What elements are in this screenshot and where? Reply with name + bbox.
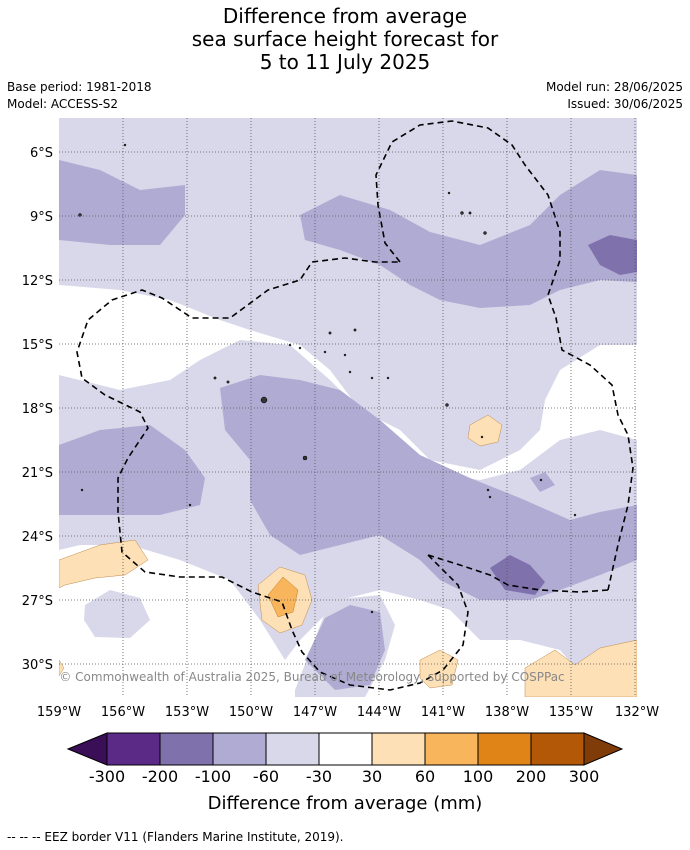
title-line-2: sea surface height forecast for — [191, 27, 499, 51]
issued-text: Issued: 30/06/2025 — [567, 97, 683, 111]
lat-label: 24°S — [22, 530, 53, 545]
ssh-contour-medium — [530, 472, 555, 492]
lon-label: 156°W — [101, 705, 145, 720]
colorbar-segment — [477, 732, 532, 766]
colorbar-segment — [66, 732, 108, 766]
ssh-contour-dark — [588, 235, 637, 275]
lat-label: 18°S — [22, 402, 53, 417]
gridlines — [59, 118, 637, 697]
colorbar-tick-label: 300 — [569, 767, 600, 786]
lon-label: 141°W — [421, 705, 465, 720]
lat-label: 30°S — [22, 658, 53, 673]
colorbar-segment — [583, 732, 624, 766]
lat-label: 21°S — [22, 466, 53, 481]
lon-label: 138°W — [485, 705, 529, 720]
ssh-contour-positive — [59, 539, 149, 589]
title-line-1: Difference from average — [222, 4, 468, 28]
lon-label: 132°W — [615, 705, 659, 720]
eez-borders — [76, 120, 634, 691]
ssh-contour-positive — [467, 414, 503, 447]
lon-label: 153°W — [165, 705, 209, 720]
model-text: Model: ACCESS-S2 — [7, 97, 119, 111]
eez-footnote: -- -- -- EEZ border V11 (Flanders Marine… — [7, 830, 344, 844]
colorbar — [66, 732, 624, 766]
ssh-contour-medium — [220, 375, 637, 600]
ssh-contour-light — [84, 590, 150, 638]
colorbar-tick-label: -100 — [195, 767, 231, 786]
lon-label: 159°W — [37, 705, 81, 720]
title-line-3: 5 to 11 July 2025 — [259, 50, 431, 74]
lat-label: 12°S — [22, 274, 53, 289]
ssh-contour-positive — [59, 659, 65, 677]
lat-label: 27°S — [22, 594, 53, 609]
lon-label: 135°W — [549, 705, 593, 720]
colorbar-label: Difference from average (mm) — [207, 793, 483, 814]
colorbar-segment — [212, 732, 267, 766]
colorbar-segment — [159, 732, 214, 766]
ssh-contour-moderate-positive — [267, 576, 299, 618]
map-plot-area — [59, 118, 637, 697]
ssh-contour-dark — [490, 555, 545, 595]
colorbar-segment — [106, 732, 161, 766]
lat-label: 9°S — [30, 210, 53, 225]
ssh-contour-medium — [305, 605, 385, 690]
colorbar-tick-label: -200 — [142, 767, 178, 786]
base-period-text: Base period: 1981-2018 — [7, 80, 152, 94]
copyright-watermark: © Commonwealth of Australia 2025, Bureau… — [59, 670, 564, 684]
colorbar-segment — [265, 732, 320, 766]
colorbar-tick-label: -60 — [253, 767, 279, 786]
colorbar-segment — [318, 732, 373, 766]
colorbar-segment — [530, 732, 585, 766]
colorbar-tick-label: 100 — [463, 767, 494, 786]
lon-label: 144°W — [357, 705, 401, 720]
colorbar-segment — [371, 732, 426, 766]
lat-label: 6°S — [30, 146, 53, 161]
ssh-contour-medium — [59, 425, 205, 515]
ssh-contour-light — [59, 118, 637, 470]
colorbar-segment — [424, 732, 479, 766]
ssh-contour-positive — [524, 639, 637, 697]
colorbar-tick-label: -300 — [89, 767, 125, 786]
colorbar-tick-label: -30 — [306, 767, 332, 786]
ssh-contour-medium — [59, 160, 185, 245]
colorbar-tick-label: 60 — [415, 767, 435, 786]
ssh-contour-medium — [300, 170, 637, 308]
colorbar-tick-label: 200 — [516, 767, 547, 786]
lon-label: 147°W — [293, 705, 337, 720]
colorbar-tick-label: 30 — [362, 767, 382, 786]
lon-label: 150°W — [229, 705, 273, 720]
model-run-text: Model run: 28/06/2025 — [545, 80, 683, 94]
lat-label: 15°S — [22, 338, 53, 353]
